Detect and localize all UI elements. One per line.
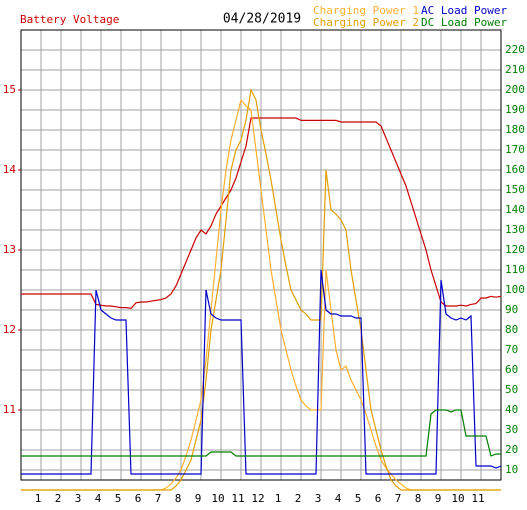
series-line <box>21 409 501 457</box>
y2-tick-label: 30 <box>505 423 518 436</box>
x-tick-label: 12 <box>251 492 264 505</box>
y2-tick-label: 90 <box>505 303 518 316</box>
x-tick-label: 3 <box>75 492 82 505</box>
y2-tick-label: 180 <box>505 123 525 136</box>
y2-tick-label: 150 <box>505 183 525 196</box>
chart-title: 04/28/2019 <box>223 12 301 27</box>
x-tick-label: 11 <box>471 492 484 505</box>
x-tick-label: 9 <box>195 492 202 505</box>
y2-tick-label: 50 <box>505 383 518 396</box>
y2-tick-label: 70 <box>505 343 518 356</box>
y-tick-label: 11 <box>3 403 16 416</box>
y-tick-label: 13 <box>3 243 16 256</box>
series-line <box>21 88 501 491</box>
x-tick-label: 4 <box>335 492 342 505</box>
y2-tick-label: 200 <box>505 83 525 96</box>
y2-tick-label: 220 <box>505 43 525 56</box>
x-tick-label: 6 <box>375 492 382 505</box>
y2-tick-label: 210 <box>505 63 525 76</box>
x-tick-label: 8 <box>415 492 422 505</box>
x-tick-label: 11 <box>231 492 244 505</box>
y2-tick-label: 60 <box>505 363 518 376</box>
legend-entry: AC Load Power <box>421 4 507 17</box>
x-tick-label: 9 <box>435 492 442 505</box>
y2-tick-label: 140 <box>505 203 525 216</box>
x-tick-label: 1 <box>275 492 282 505</box>
left-axis-title: Battery Voltage <box>20 13 119 26</box>
x-tick-label: 10 <box>211 492 224 505</box>
y2-tick-label: 10 <box>505 463 518 476</box>
series-line <box>21 117 502 310</box>
y2-tick-label: 110 <box>505 263 525 276</box>
x-tick-label: 3 <box>315 492 322 505</box>
x-tick-label: 4 <box>95 492 102 505</box>
x-tick-label: 2 <box>295 492 302 505</box>
legend-entry: Charging Power 1 <box>313 4 419 17</box>
x-tick-label: 7 <box>155 492 162 505</box>
series-line <box>21 269 502 475</box>
y-tick-label: 12 <box>3 323 16 336</box>
y2-tick-label: 170 <box>505 143 525 156</box>
y2-tick-label: 20 <box>505 443 518 456</box>
x-tick-label: 8 <box>175 492 182 505</box>
y2-tick-label: 80 <box>505 323 518 336</box>
y2-tick-label: 190 <box>505 103 525 116</box>
x-tick-label: 7 <box>395 492 402 505</box>
x-tick-label: 1 <box>35 492 42 505</box>
plot-frame <box>20 29 502 481</box>
y-tick-label: 15 <box>3 83 16 96</box>
legend-entry: DC Load Power <box>421 16 507 29</box>
legend-entry: Charging Power 2 <box>313 16 419 29</box>
y2-tick-label: 120 <box>505 243 525 256</box>
y-tick-label: 14 <box>3 163 17 176</box>
x-tick-label: 10 <box>451 492 464 505</box>
x-tick-label: 6 <box>135 492 142 505</box>
y2-tick-label: 100 <box>505 283 525 296</box>
y2-tick-label: 160 <box>505 163 525 176</box>
y2-tick-label: 130 <box>505 223 525 236</box>
x-tick-label: 2 <box>55 492 62 505</box>
y2-tick-label: 40 <box>505 403 518 416</box>
x-tick-label: 5 <box>355 492 362 505</box>
x-tick-label: 5 <box>115 492 122 505</box>
